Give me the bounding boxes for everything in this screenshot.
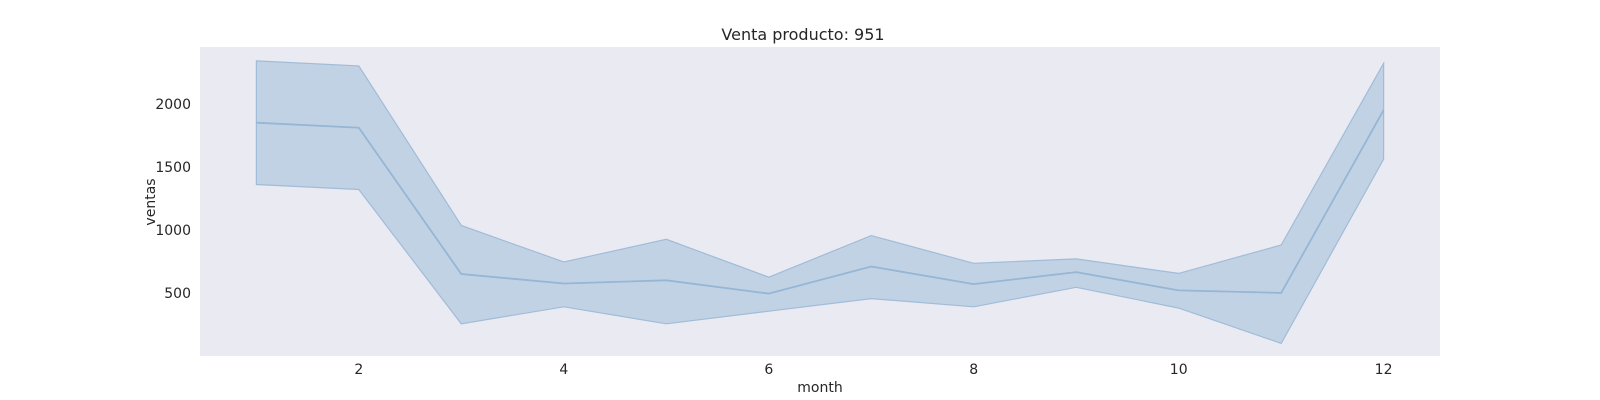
x-tick-label: 12 [1375, 362, 1393, 378]
y-tick-label: 2000 [155, 97, 191, 113]
confidence-band [255, 60, 1385, 345]
x-axis-label: month [797, 380, 842, 396]
x-axis-ticks: 2 4 6 8 10 12 [354, 362, 1392, 378]
chart-title: Venta producto: 951 [721, 25, 884, 44]
y-tick-label: 1500 [155, 160, 191, 176]
mean-line [256, 109, 1385, 295]
x-tick-label: 6 [764, 362, 773, 378]
x-tick-label: 10 [1170, 362, 1188, 378]
y-axis-ticks: 500 1000 1500 2000 [155, 97, 191, 302]
x-tick-label: 4 [559, 362, 568, 378]
y-axis-label: ventas [143, 178, 159, 225]
y-tick-label: 1000 [155, 223, 191, 239]
series-layer [255, 60, 1385, 345]
y-tick-label: 500 [164, 286, 191, 302]
x-tick-label: 2 [354, 362, 363, 378]
x-tick-label: 8 [969, 362, 978, 378]
